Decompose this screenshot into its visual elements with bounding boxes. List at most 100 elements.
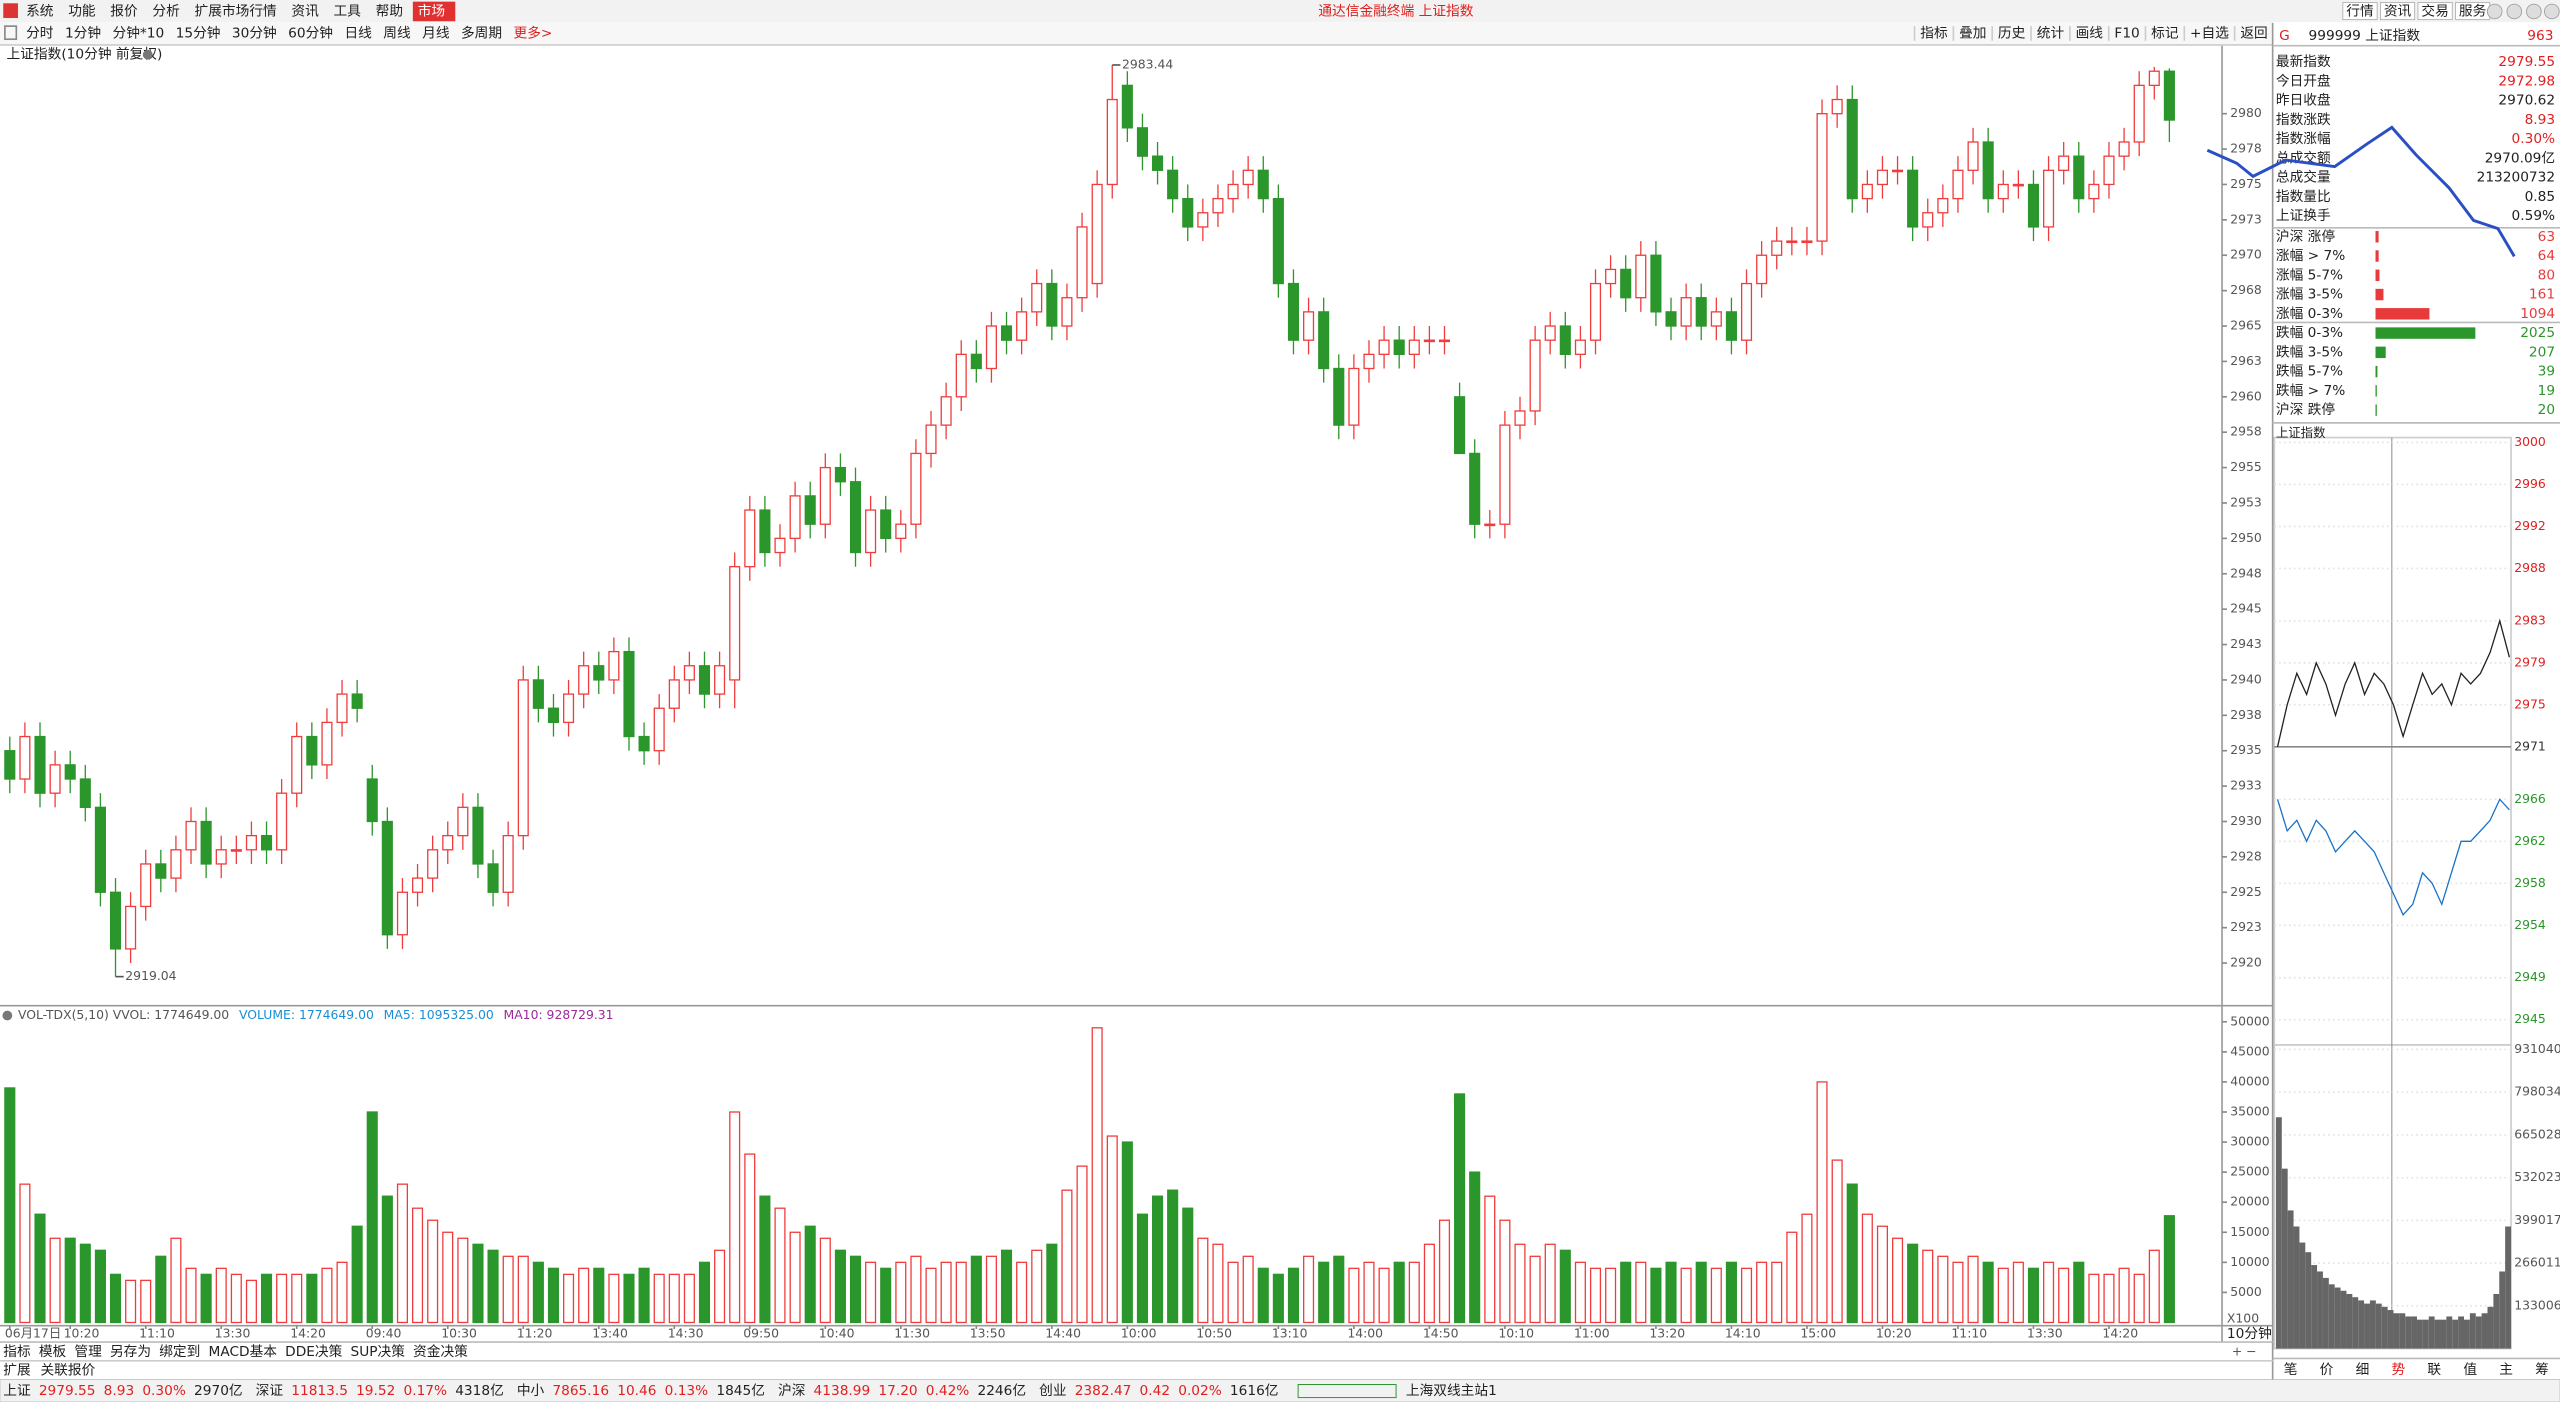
- candle-body: [215, 849, 227, 865]
- candle-body: [1152, 155, 1164, 171]
- window-control[interactable]: [2544, 3, 2560, 20]
- bottom-tab[interactable]: 另存为: [110, 1344, 151, 1360]
- tool-button[interactable]: +自选: [2190, 25, 2229, 41]
- x-tick-label: 09:40: [366, 1325, 402, 1340]
- candle-body: [532, 679, 544, 709]
- period-button[interactable]: 周线: [383, 25, 411, 41]
- window-control[interactable]: [2486, 3, 2503, 20]
- status-item: 0.02%: [1178, 1383, 1222, 1399]
- x-tick-label: 14:10: [1725, 1325, 1761, 1340]
- period-button[interactable]: 60分钟: [288, 24, 333, 41]
- more-button[interactable]: 更多>: [514, 24, 553, 41]
- mini-volume-bar: [2352, 1297, 2359, 1349]
- period-button[interactable]: 多周期: [461, 24, 502, 41]
- y-tick-label: 2965: [2230, 318, 2262, 333]
- breadth-bar: [2375, 269, 2380, 281]
- tool-button[interactable]: 指标: [1920, 25, 1948, 41]
- period-button[interactable]: 30分钟: [232, 24, 277, 41]
- window-control[interactable]: [2526, 3, 2542, 20]
- candle-body: [1997, 183, 2009, 200]
- volume-bar: [1303, 1255, 1315, 1324]
- volume-bar: [321, 1267, 333, 1324]
- top-button[interactable]: [2380, 2, 2416, 21]
- bottom-tab[interactable]: 资金决策: [413, 1343, 468, 1360]
- tool-button[interactable]: 叠加: [1959, 25, 1986, 41]
- top-button-label[interactable]: 交易: [2421, 2, 2448, 19]
- panel-tab[interactable]: 势: [2392, 1362, 2406, 1378]
- volume-bar: [910, 1255, 922, 1324]
- candle-body: [1740, 282, 1753, 341]
- tool-button[interactable]: F10: [2114, 25, 2139, 41]
- panel-tab[interactable]: 主: [2499, 1362, 2513, 1378]
- y-tick-label: 2950: [2230, 530, 2262, 545]
- mini-volume-bar: [2481, 1313, 2488, 1349]
- candle-body: [1378, 339, 1390, 355]
- volume-unit: X100: [2227, 1311, 2259, 1326]
- status-item: 11813.5: [291, 1383, 348, 1399]
- tool-button[interactable]: 标记: [2151, 25, 2179, 41]
- breadth-label: 沪深 跌停: [2276, 401, 2335, 418]
- volume-bar: [1076, 1165, 1088, 1324]
- panel-tab[interactable]: 价: [2320, 1362, 2334, 1378]
- candle-body: [291, 735, 303, 794]
- sub-tab[interactable]: 扩展: [3, 1363, 31, 1379]
- menu-item[interactable]: 资讯: [291, 3, 319, 19]
- candle-body: [155, 863, 167, 879]
- volume-bar: [1182, 1207, 1194, 1324]
- period-button[interactable]: 1分钟: [65, 24, 101, 41]
- bottom-tab[interactable]: 指标: [3, 1344, 31, 1360]
- bottom-tab[interactable]: SUP决策: [351, 1343, 406, 1360]
- mini-volume-bar: [2317, 1271, 2323, 1349]
- menu-tab-label[interactable]: 市场: [418, 2, 445, 19]
- menu-item[interactable]: 分析: [152, 3, 180, 19]
- panel-tab[interactable]: 筹: [2535, 1361, 2549, 1378]
- menu-item[interactable]: 扩展市场行情: [195, 2, 278, 19]
- volume-bar: [1620, 1261, 1632, 1324]
- menu-item[interactable]: 帮助: [376, 3, 403, 19]
- mini-volume-bar: [2416, 1319, 2423, 1349]
- menu-item[interactable]: 系统: [26, 3, 54, 19]
- y-tick-label: 2955: [2230, 459, 2262, 474]
- tool-button[interactable]: 统计: [2037, 25, 2065, 41]
- panel-tab[interactable]: 值: [2463, 1362, 2477, 1378]
- volume-bar: [1559, 1249, 1571, 1324]
- period-button[interactable]: 15分钟: [176, 24, 221, 41]
- server-label: 上海双线主站1: [1406, 1383, 1497, 1399]
- bottom-tab[interactable]: 模板: [39, 1344, 67, 1360]
- bottom-tab[interactable]: 管理: [74, 1344, 102, 1360]
- bottom-tab[interactable]: 绑定到: [159, 1344, 200, 1360]
- period-button[interactable]: 月线: [422, 25, 450, 41]
- panel-tab[interactable]: 笔: [2284, 1362, 2298, 1378]
- bottom-tab[interactable]: MACD基本: [209, 1343, 278, 1360]
- menu-item[interactable]: 工具: [334, 3, 362, 19]
- y-tick-label: 2940: [2230, 671, 2262, 686]
- top-button-label[interactable]: 资讯: [2384, 3, 2412, 19]
- quote-value: 8.93: [2525, 112, 2556, 128]
- panel-tab[interactable]: 联: [2427, 1362, 2441, 1378]
- panel-tab[interactable]: 细: [2356, 1362, 2370, 1378]
- tool-button[interactable]: 画线: [2076, 25, 2104, 41]
- candle-body: [49, 764, 61, 794]
- top-button-label[interactable]: 服务: [2459, 3, 2487, 19]
- tool-button[interactable]: 返回: [2240, 25, 2267, 41]
- period-button[interactable]: 日线: [344, 25, 372, 41]
- bottom-tab[interactable]: DDE决策: [285, 1343, 342, 1360]
- top-button[interactable]: [2417, 2, 2453, 21]
- period-button[interactable]: 分时: [26, 25, 54, 41]
- window-control[interactable]: [2506, 3, 2523, 20]
- y-tick-label: 2960: [2230, 388, 2262, 403]
- top-button[interactable]: [2342, 2, 2378, 21]
- period-button[interactable]: 分钟*10: [113, 24, 165, 41]
- candle-body: [1212, 197, 1224, 214]
- volume-bar: [1121, 1141, 1133, 1324]
- max-label: 2983.44: [1122, 56, 1173, 71]
- volume-bar: [985, 1255, 997, 1324]
- top-button-label[interactable]: 行情: [2346, 3, 2374, 19]
- sub-tab[interactable]: 关联报价: [40, 1363, 95, 1379]
- candle-body: [1816, 113, 1828, 242]
- candle-body: [698, 665, 711, 695]
- menu-item[interactable]: 功能: [68, 3, 96, 19]
- menu-item[interactable]: 报价: [110, 3, 138, 19]
- candle-body: [381, 820, 393, 936]
- tool-button[interactable]: 历史: [1998, 25, 2026, 41]
